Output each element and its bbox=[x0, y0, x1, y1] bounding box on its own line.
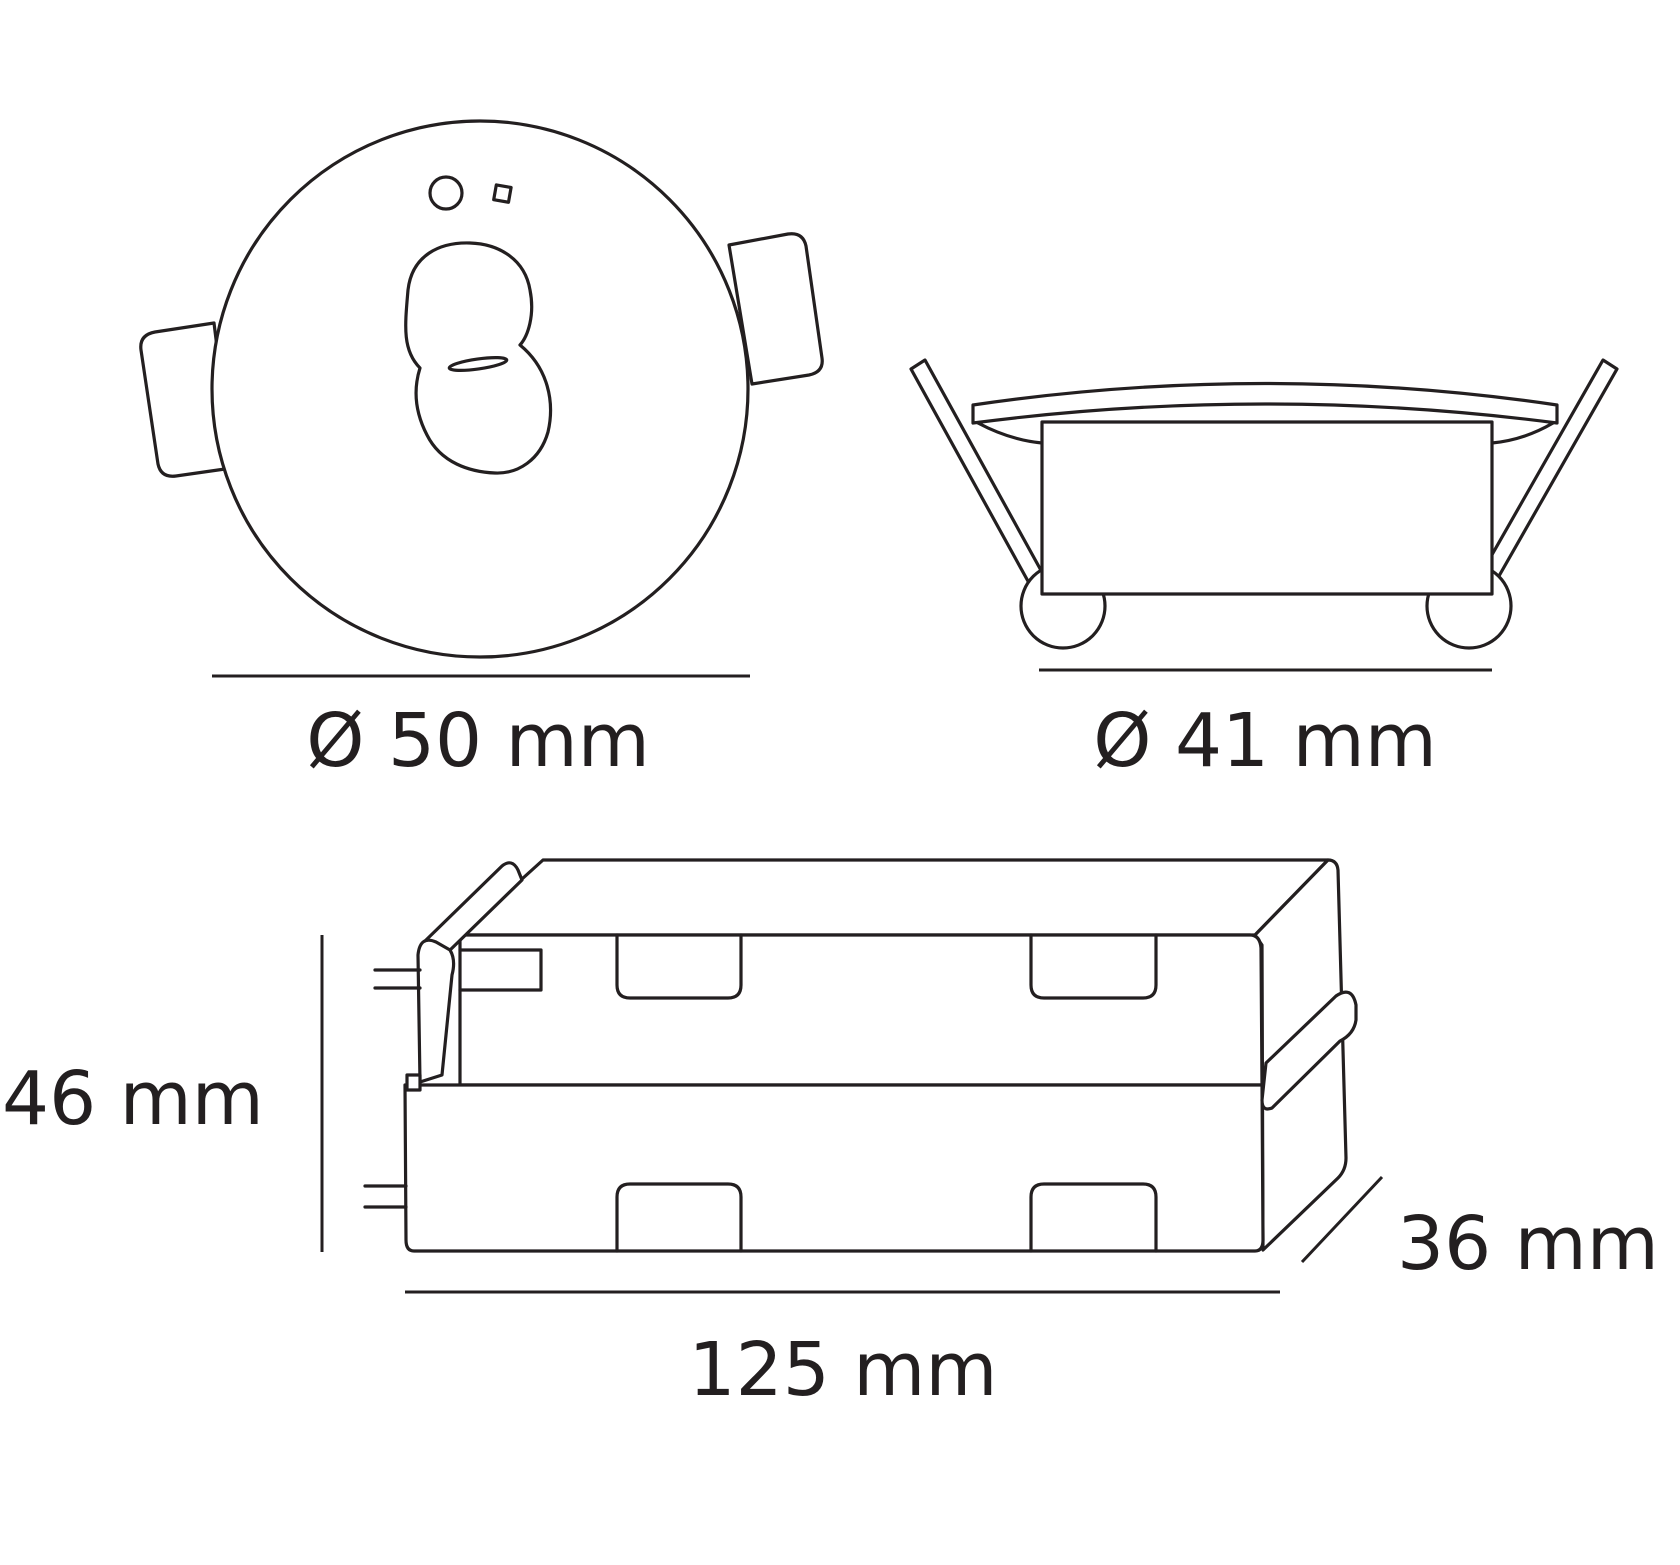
upper-wire-pins bbox=[373, 968, 422, 990]
sensor-side-view bbox=[909, 358, 1619, 650]
front-diameter-label: Ø 50 mm bbox=[306, 698, 650, 784]
terminal-notch bbox=[458, 948, 543, 992]
depth-label: 36 mm bbox=[1397, 1201, 1659, 1287]
power-supply-box bbox=[363, 858, 1358, 1253]
front-diameter-dimension: Ø 50 mm bbox=[212, 674, 750, 784]
side-diameter-label: Ø 41 mm bbox=[1093, 698, 1437, 784]
length-dimension: 125 mm bbox=[405, 1290, 1280, 1413]
height-dimension: 46 mm bbox=[2, 935, 324, 1252]
right-spring-clip bbox=[1479, 358, 1619, 585]
length-label: 125 mm bbox=[689, 1327, 998, 1413]
flange-bottom-arc bbox=[976, 421, 1555, 445]
upper-front-panel bbox=[458, 933, 1264, 1087]
depth-line bbox=[1300, 1175, 1384, 1264]
light-sensor-window bbox=[492, 183, 513, 204]
connector-joint bbox=[405, 1073, 422, 1092]
side-cable-clamp bbox=[1260, 990, 1358, 1111]
pir-lens bbox=[404, 241, 553, 475]
upper-tab-right bbox=[1029, 933, 1158, 1000]
indicator-led bbox=[428, 175, 464, 211]
sensor-housing bbox=[1040, 420, 1494, 596]
cable-connector bbox=[416, 938, 456, 1084]
box-top-face bbox=[458, 858, 1330, 937]
lower-tab-right bbox=[1029, 1182, 1158, 1253]
lens-slot bbox=[447, 356, 509, 372]
side-diameter-dimension: Ø 41 mm bbox=[1039, 668, 1492, 784]
sensor-body bbox=[210, 119, 750, 659]
right-clip bbox=[727, 232, 824, 386]
depth-dimension: 36 mm bbox=[1300, 1175, 1659, 1287]
lower-tab-left bbox=[615, 1182, 743, 1253]
left-clip bbox=[139, 321, 234, 478]
lower-wire-pins bbox=[363, 1184, 408, 1209]
upper-tab-left bbox=[615, 933, 743, 1000]
sensor-flange bbox=[971, 381, 1559, 425]
lower-front-panel bbox=[403, 1083, 1265, 1253]
sensor-front-view bbox=[139, 119, 824, 659]
left-spring-clip bbox=[909, 358, 1045, 585]
height-label: 46 mm bbox=[2, 1056, 264, 1142]
